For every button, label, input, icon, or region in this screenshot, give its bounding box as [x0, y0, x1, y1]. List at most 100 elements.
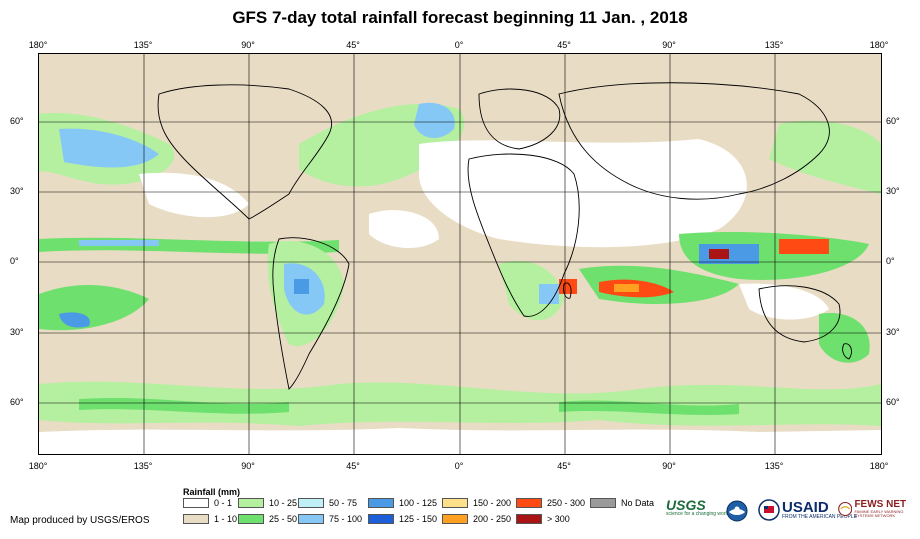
maritime-continent-rain-peak — [779, 239, 829, 254]
lat-tick-right: 0° — [886, 256, 895, 266]
usgs-logo-name: USGS — [666, 497, 706, 513]
southern-storm-core — [559, 400, 739, 415]
rainfall-map-svg — [39, 54, 881, 454]
legend-label: No Data — [621, 498, 655, 508]
legend-item: 200 - 250 — [442, 514, 511, 524]
south-america-rain-peak — [294, 279, 309, 294]
legend-swatch — [238, 498, 264, 508]
usgs-logo-tagline: science for a changing world — [666, 511, 730, 517]
lat-tick-left: 30° — [10, 186, 24, 196]
lat-tick-right: 30° — [886, 327, 900, 337]
legend-item: 100 - 125 — [368, 498, 437, 508]
lon-tick-top: 180° — [28, 40, 48, 50]
lon-tick-top: 180° — [869, 40, 889, 50]
fews-logo-tagline: FAMINE EARLY WARNING SYSTEMS NETWORK — [854, 509, 904, 518]
lat-tick-right: 30° — [886, 186, 900, 196]
legend-item: No Data — [590, 498, 654, 508]
lon-tick-top: 90° — [662, 40, 676, 50]
legend-swatch — [368, 498, 394, 508]
legend-swatch — [516, 514, 542, 524]
lon-tick-bottom: 90° — [241, 461, 255, 471]
legend-swatch — [238, 514, 264, 524]
lon-tick-bottom: 135° — [764, 461, 784, 471]
legend-label: 75 - 100 — [329, 514, 363, 524]
indian-ocean-rain-peak-core — [614, 284, 639, 292]
legend-item: 150 - 200 — [442, 498, 511, 508]
lat-tick-right: 60° — [886, 116, 900, 126]
map-title: GFS 7-day total rainfall forecast beginn… — [232, 8, 688, 27]
legend-item: 10 - 25 — [238, 498, 297, 508]
legend-label: 25 - 50 — [269, 514, 298, 524]
legend-item: 0 - 1 — [183, 498, 232, 508]
usaid-logo: USAID FROM THE AMERICAN PEOPLE — [758, 499, 857, 521]
southern-africa-rain-core — [539, 284, 559, 304]
legend-swatch — [516, 498, 542, 508]
lon-tick-top: 45° — [346, 40, 360, 50]
legend-item: 125 - 150 — [368, 514, 437, 524]
lon-tick-bottom: 0° — [454, 461, 464, 471]
lon-tick-bottom: 45° — [557, 461, 571, 471]
legend-item: 50 - 75 — [298, 498, 357, 508]
lon-tick-top: 90° — [241, 40, 255, 50]
maritime-continent-rain-max — [709, 249, 729, 259]
lon-tick-bottom: 135° — [133, 461, 153, 471]
legend-label: 250 - 300 — [547, 498, 586, 508]
legend-swatch — [442, 514, 468, 524]
spcz-rain-core — [59, 312, 90, 328]
lon-tick-top: 0° — [454, 40, 464, 50]
usaid-seal-icon — [758, 499, 780, 521]
usaid-logo-tagline: FROM THE AMERICAN PEOPLE — [782, 514, 857, 520]
graticule — [39, 54, 881, 454]
legend-label: 50 - 75 — [329, 498, 358, 508]
legend-label: 100 - 125 — [399, 498, 438, 508]
legend-label: 150 - 200 — [473, 498, 512, 508]
lon-tick-top: 45° — [557, 40, 571, 50]
lat-tick-left: 0° — [10, 256, 19, 266]
itcz-pacific-core — [79, 240, 159, 246]
usaid-logo-name: USAID — [782, 499, 829, 516]
lon-tick-top: 135° — [133, 40, 153, 50]
legend-label: > 300 — [547, 514, 570, 524]
lon-tick-bottom: 45° — [346, 461, 360, 471]
fews-globe-icon — [838, 501, 853, 517]
lat-tick-right: 60° — [886, 397, 900, 407]
northern-dry-zone — [419, 139, 747, 248]
australia-dry — [739, 283, 829, 320]
lat-tick-left: 60° — [10, 116, 24, 126]
legend-swatch — [442, 498, 468, 508]
coastlines — [157, 82, 852, 390]
noaa-logo-icon — [726, 500, 748, 522]
legend-label: 1 - 10 — [214, 514, 238, 524]
rainfall-map[interactable] — [38, 53, 882, 455]
lon-tick-top: 135° — [764, 40, 784, 50]
usgs-logo: USGS science for a changing world — [666, 498, 729, 517]
legend-item: 250 - 300 — [516, 498, 585, 508]
legend-item: 1 - 10 — [183, 514, 237, 524]
mexico-dry-zone — [139, 172, 249, 218]
lat-tick-left: 30° — [10, 327, 24, 337]
north-atlantic-rain-core — [414, 102, 455, 139]
lon-tick-bottom: 90° — [662, 461, 676, 471]
legend-swatch — [590, 498, 616, 508]
legend-swatch — [368, 514, 394, 524]
legend-swatch — [183, 498, 209, 508]
tasman-rain — [819, 313, 870, 363]
fews-logo-name: FEWS NET — [854, 499, 907, 510]
legend-item: 75 - 100 — [298, 514, 362, 524]
legend-label: 0 - 1 — [214, 498, 233, 508]
legend-item: 25 - 50 — [238, 514, 297, 524]
credit-text: Map produced by USGS/EROS — [10, 515, 150, 526]
southern-storm-core — [79, 397, 289, 414]
legend-title: Rainfall (mm) — [183, 487, 241, 497]
lon-tick-bottom: 180° — [28, 461, 48, 471]
legend-swatch — [298, 514, 324, 524]
legend-swatch — [298, 498, 324, 508]
north-pacific-rain-core — [59, 128, 159, 168]
lon-tick-bottom: 180° — [869, 461, 889, 471]
legend-label: 125 - 150 — [399, 514, 438, 524]
legend-label: 10 - 25 — [269, 498, 298, 508]
atlantic-dry-zone — [369, 210, 439, 249]
north-pacific-west-rain — [769, 120, 881, 194]
lat-tick-left: 60° — [10, 397, 24, 407]
fews-net-logo: FEWS NET FAMINE EARLY WARNING SYSTEMS NE… — [838, 499, 920, 519]
